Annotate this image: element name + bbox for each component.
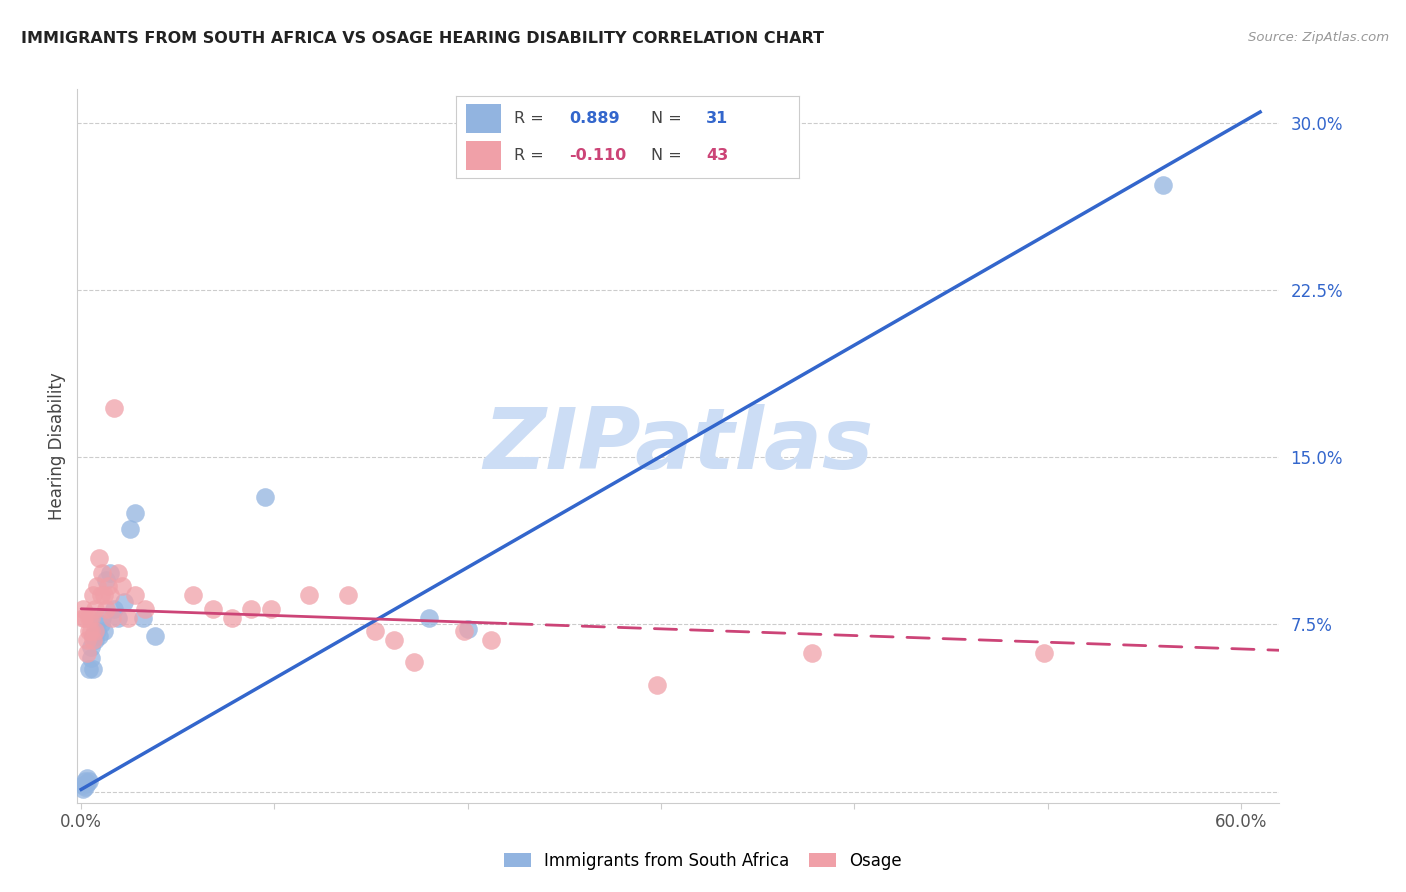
Point bbox=[72, 610, 94, 624]
Point bbox=[117, 610, 139, 624]
Point bbox=[98, 566, 121, 580]
Point bbox=[479, 633, 502, 648]
Point bbox=[1153, 178, 1175, 192]
Point bbox=[76, 633, 98, 648]
Point bbox=[453, 624, 475, 639]
Point bbox=[86, 580, 108, 594]
Point bbox=[103, 401, 125, 416]
Point bbox=[382, 633, 405, 648]
Point bbox=[72, 778, 94, 792]
Point bbox=[124, 506, 146, 520]
Point bbox=[80, 610, 103, 624]
Point bbox=[73, 773, 96, 788]
Point bbox=[73, 610, 96, 624]
Point bbox=[96, 601, 118, 615]
Point bbox=[77, 624, 100, 639]
Point bbox=[87, 550, 110, 565]
Point bbox=[1032, 646, 1054, 660]
Point bbox=[72, 782, 94, 797]
Point bbox=[418, 610, 440, 624]
Point bbox=[80, 651, 103, 665]
Point bbox=[82, 633, 104, 648]
Point bbox=[83, 633, 105, 648]
Point bbox=[96, 573, 118, 587]
Point bbox=[181, 589, 204, 603]
Legend: Immigrants from South Africa, Osage: Immigrants from South Africa, Osage bbox=[498, 846, 908, 877]
Point bbox=[118, 521, 141, 535]
Point bbox=[103, 601, 125, 615]
Point bbox=[77, 610, 100, 624]
Point bbox=[402, 655, 425, 669]
Text: ZIPatlas: ZIPatlas bbox=[484, 404, 873, 488]
Point bbox=[86, 624, 108, 639]
Point bbox=[89, 589, 111, 603]
Point bbox=[93, 589, 115, 603]
Point bbox=[82, 662, 104, 676]
Point bbox=[77, 773, 100, 788]
Point bbox=[93, 624, 115, 639]
Point bbox=[101, 610, 124, 624]
Point bbox=[112, 595, 135, 609]
Point bbox=[364, 624, 387, 639]
Point bbox=[91, 610, 114, 624]
Point bbox=[91, 566, 114, 580]
Text: IMMIGRANTS FROM SOUTH AFRICA VS OSAGE HEARING DISABILITY CORRELATION CHART: IMMIGRANTS FROM SOUTH AFRICA VS OSAGE HE… bbox=[21, 31, 824, 46]
Point bbox=[76, 771, 98, 786]
Point bbox=[457, 622, 479, 636]
Point bbox=[107, 610, 129, 624]
Point bbox=[83, 601, 105, 615]
Point bbox=[221, 610, 243, 624]
Point bbox=[82, 628, 104, 642]
Point bbox=[80, 624, 103, 639]
Point bbox=[134, 601, 156, 615]
Point bbox=[82, 589, 104, 603]
Point bbox=[97, 580, 120, 594]
Point bbox=[80, 640, 103, 654]
Point bbox=[107, 566, 129, 580]
Point bbox=[253, 490, 276, 504]
Point bbox=[89, 617, 111, 632]
Point bbox=[259, 601, 281, 615]
Point bbox=[132, 610, 155, 624]
Point bbox=[240, 601, 263, 615]
Point bbox=[87, 628, 110, 642]
Point bbox=[73, 780, 96, 794]
Point bbox=[83, 624, 105, 639]
Point bbox=[336, 589, 359, 603]
Point bbox=[124, 589, 146, 603]
Point bbox=[72, 601, 94, 615]
Point bbox=[111, 580, 134, 594]
Point bbox=[800, 646, 823, 660]
Point bbox=[298, 589, 321, 603]
Point bbox=[76, 775, 98, 790]
Point bbox=[143, 628, 166, 642]
Point bbox=[201, 601, 224, 615]
Text: Source: ZipAtlas.com: Source: ZipAtlas.com bbox=[1249, 31, 1389, 45]
Point bbox=[645, 678, 668, 692]
Point bbox=[76, 646, 98, 660]
Point bbox=[98, 589, 121, 603]
Y-axis label: Hearing Disability: Hearing Disability bbox=[48, 372, 66, 520]
Point bbox=[77, 662, 100, 676]
